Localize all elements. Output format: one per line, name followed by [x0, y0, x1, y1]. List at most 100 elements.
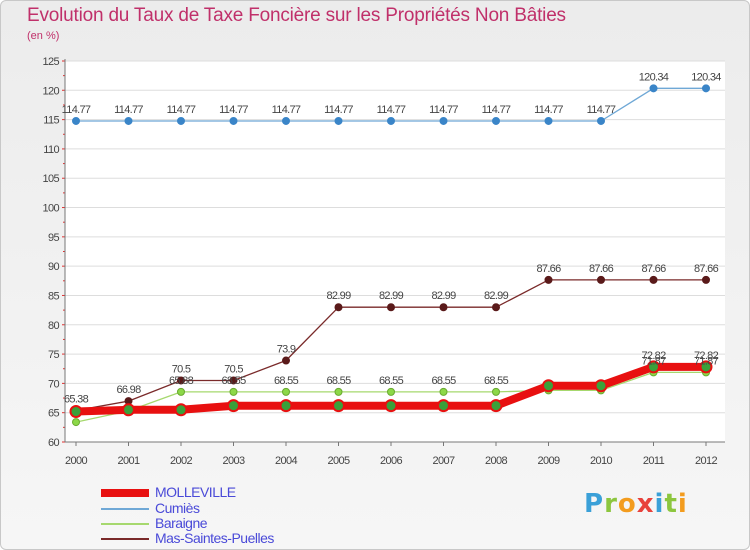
data-point-cumi-s: [387, 116, 395, 125]
data-point-molleville: [489, 399, 503, 413]
data-label-baraigne: 65.88: [169, 375, 194, 387]
data-point-molleville: [332, 399, 345, 413]
data-label-baraigne: 71.87: [694, 355, 719, 367]
x-tick-label: 2008: [485, 455, 508, 467]
data-label-mas-saintes-puelles: 66.98: [116, 384, 141, 396]
data-point-molleville: [227, 399, 240, 413]
data-point-baraigne: [492, 387, 500, 396]
data-label-baraigne: 68.55: [221, 375, 246, 387]
y-tick-label: 110: [43, 144, 59, 156]
x-tick-label: 2003: [222, 455, 245, 467]
y-tick-label: 60: [48, 437, 60, 449]
data-point-molleville: [69, 405, 83, 419]
y-tick-label: 95: [48, 232, 60, 244]
data-point-cumi-s: [72, 116, 80, 125]
y-tick-label: 100: [42, 203, 59, 215]
data-label-cumi-s: 114.77: [482, 104, 511, 116]
data-labels: 114.77 114.77 114.77 114.77 114.77 114.77 114.…: [62, 71, 722, 405]
data-label-mas-saintes-puelles: 65.38: [64, 393, 89, 405]
proxiti-logo: Proxiti: [584, 489, 688, 519]
x-tick-label: 2000: [65, 455, 88, 467]
legend-swatch-molleville: [101, 489, 149, 497]
logo-letter: P: [584, 489, 605, 519]
data-label-cumi-s: 114.77: [272, 104, 301, 116]
chart-title: Evolution du Taux de Taxe Foncière sur l…: [27, 5, 566, 26]
data-label-cumi-s: 114.77: [324, 104, 353, 116]
line-chart: 60 65 70 75 80 85 90 95 100 105 110 115 120 125 2000 20…: [42, 56, 725, 467]
data-point-baraigne: [282, 387, 290, 396]
data-label-baraigne: 68.55: [484, 375, 509, 387]
data-label-mas-saintes-puelles: 70.5: [172, 363, 191, 375]
data-label-cumi-s: 120.34: [639, 71, 669, 83]
data-point-cumi-s: [544, 116, 553, 125]
data-label-mas-saintes-puelles: 82.99: [484, 290, 509, 302]
data-label-cumi-s: 114.77: [219, 104, 248, 116]
series-points: [69, 84, 713, 427]
data-label-mas-saintes-puelles: 82.99: [379, 290, 404, 302]
data-point-baraigne: [72, 418, 80, 427]
data-label-baraigne: 71.87: [641, 355, 666, 367]
x-tick-label: 2012: [695, 455, 718, 467]
x-tick-label: 2011: [643, 455, 665, 467]
grid-lines: [65, 60, 725, 443]
legend-swatch-cumies: [101, 508, 149, 510]
data-point-cumi-s: [597, 116, 605, 125]
legend-label-mas-saintes-puelles: Mas-Saintes-Puelles: [155, 530, 274, 546]
logo-letter: i: [677, 489, 688, 519]
y-tick-label: 90: [48, 261, 60, 273]
data-label-cumi-s: 114.77: [114, 104, 143, 116]
legend-item-molleville: MOLLEVILLE: [101, 484, 341, 500]
logo-letter: x: [636, 489, 655, 519]
data-label-cumi-s: 114.77: [62, 104, 91, 116]
data-label-mas-saintes-puelles: 82.99: [431, 290, 456, 302]
x-tick-label: 2006: [380, 455, 403, 467]
data-label-mas-saintes-puelles: 82.99: [326, 290, 351, 302]
data-point-baraigne: [177, 387, 185, 396]
data-label-mas-saintes-puelles: 87.66: [694, 263, 719, 275]
legend-item-cumies: Cumiès: [101, 500, 341, 516]
data-point-mas-saintes-puelles: [282, 356, 290, 365]
data-label-cumi-s: 114.77: [587, 104, 616, 116]
data-point-baraigne: [387, 387, 395, 396]
x-tick-label: 2009: [537, 455, 560, 467]
y-tick-label: 65: [48, 408, 60, 420]
data-label-cumi-s: 114.77: [429, 104, 458, 116]
data-point-molleville: [647, 360, 660, 374]
data-point-cumi-s: [177, 116, 185, 125]
x-tick-label: 2005: [327, 455, 350, 467]
data-point-mas-saintes-puelles: [702, 275, 710, 284]
x-tick-label: 2002: [170, 455, 193, 467]
data-point-cumi-s: [439, 116, 448, 125]
legend-swatch-baraigne: [101, 523, 149, 525]
data-label-cumi-s: 114.77: [377, 104, 406, 116]
data-point-cumi-s: [282, 116, 290, 125]
data-label-mas-saintes-puelles: 87.66: [641, 263, 666, 275]
data-label-mas-saintes-puelles: 87.66: [536, 263, 561, 275]
legend-swatch-mas-saintes-puelles: [101, 538, 149, 540]
data-label-mas-saintes-puelles: 70.5: [224, 363, 243, 375]
legend-item-baraigne: Baraigne: [101, 515, 341, 531]
axes: 60 65 70 75 80 85 90 95 100 105 110 115 120 125 2000 20…: [42, 56, 725, 467]
y-tick-label: 80: [48, 320, 60, 332]
legend-item-mas-saintes-puelles: Mas-Saintes-Puelles: [101, 530, 341, 546]
x-tick-label: 2004: [275, 455, 298, 467]
y-tick-label: 105: [42, 173, 59, 185]
legend-label-baraigne: Baraigne: [155, 515, 208, 531]
logo-letter: o: [617, 489, 637, 519]
x-tick-label: 2001: [117, 455, 140, 467]
data-point-mas-saintes-puelles: [177, 376, 185, 385]
data-point-mas-saintes-puelles: [439, 303, 448, 312]
data-point-mas-saintes-puelles: [492, 303, 500, 312]
data-point-cumi-s: [649, 84, 658, 93]
data-point-baraigne: [439, 387, 448, 396]
legend-label-cumies: Cumiès: [155, 500, 200, 516]
data-label-molleville: 72.82: [694, 350, 719, 362]
data-point-molleville: [279, 399, 293, 413]
logo-letter: t: [664, 489, 678, 519]
data-point-mas-saintes-puelles: [649, 275, 658, 284]
data-point-molleville: [384, 399, 398, 413]
x-tick-label: 2007: [432, 455, 455, 467]
y-unit-label: (en %): [27, 30, 60, 42]
legend-label-molleville: MOLLEVILLE: [155, 484, 236, 500]
data-point-baraigne: [229, 387, 238, 396]
